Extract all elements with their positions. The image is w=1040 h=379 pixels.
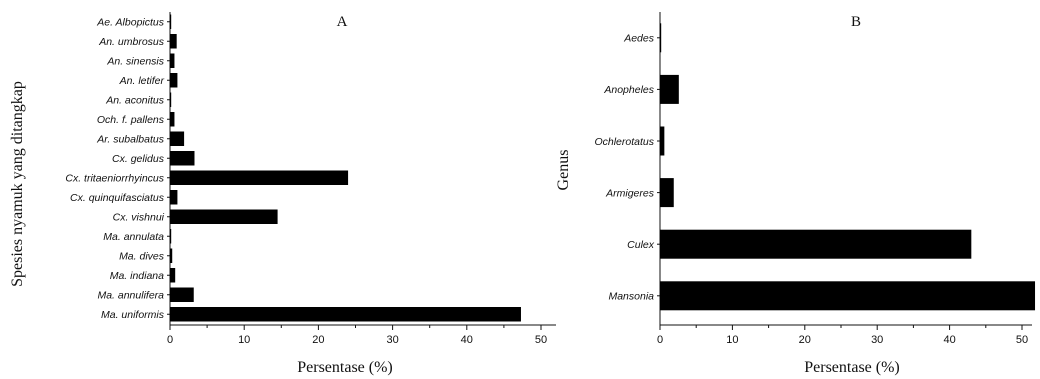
panel-b-category-label: Aedes (623, 33, 655, 45)
panel-b-title: B (851, 14, 861, 30)
panel-a-category-label: Cx. gelidus (112, 153, 165, 165)
panel-b-bar (660, 23, 662, 53)
panel-b-bar (660, 74, 679, 104)
panel-a-category-label: Ar. subalbatus (96, 134, 164, 146)
panel-b-x-tick-label: 40 (943, 334, 955, 346)
panel-a-category-label: Ae. Albopictus (96, 17, 164, 29)
panel-a-category-label: Cx. quinquifasciatus (70, 192, 165, 204)
panel-a-category-label: Ma. annulifera (97, 290, 164, 302)
panel-a-x-tick-label: 40 (461, 334, 473, 346)
panel-a-title: A (337, 14, 348, 30)
panel-a-x-tick-label: 50 (535, 334, 547, 346)
panel-a-x-tick-label: 0 (167, 334, 173, 346)
chart-panel-b: B Persentase (%) Genus Aedes Anopheles Och… (555, 12, 1036, 376)
panel-a-x-axis-title: Persentase (%) (297, 359, 393, 376)
panel-a-category-label: An. umbrosus (98, 36, 165, 48)
panel-a-x-tick-label: 10 (238, 334, 250, 346)
panel-a-category-label: Ma. uniformis (101, 309, 165, 321)
panel-a-bar (170, 248, 173, 263)
panel-a-bar (170, 170, 349, 185)
panel-a-bar (170, 73, 178, 88)
panel-b-category-label: Culex (627, 239, 655, 251)
panel-a-bar (170, 229, 172, 244)
panel-a-category-label: Cx. tritaeniorrhyincus (65, 173, 164, 185)
panel-b-bar (660, 178, 674, 208)
panel-b-category-label: Anopheles (603, 84, 654, 96)
panel-a-bar (170, 287, 194, 302)
chart-panel-a: A Persentase (%) Spesies nyamuk yang dit… (9, 12, 556, 376)
panel-b-category-label: Armigeres (605, 187, 655, 199)
panel-a-category-label: Cx. vishnui (113, 212, 165, 224)
panel-a-x-tick-label: 20 (312, 334, 324, 346)
panel-a-bar (170, 268, 176, 283)
panel-b-x-tick-label: 20 (799, 334, 811, 346)
panel-a-bar (170, 209, 278, 224)
panel-b-bar (660, 281, 1036, 311)
panel-b-category-label: Ochlerotatus (594, 136, 654, 148)
panel-b-y-axis-title: Genus (555, 150, 572, 191)
panel-a-y-axis-title: Spesies nyamuk yang ditangkap (9, 81, 26, 287)
panel-b-bar (660, 126, 665, 156)
panel-b-x-axis-title: Persentase (%) (804, 359, 900, 376)
panel-b-x-tick-label: 30 (871, 334, 883, 346)
panel-a-bar (170, 112, 175, 127)
panel-a-category-label: An. aconitus (105, 95, 165, 107)
panel-a-x-tick-label: 30 (386, 334, 398, 346)
panel-a-bar (170, 92, 172, 107)
panel-a-category-label: An. sinensis (106, 56, 164, 68)
panel-a-bar (170, 34, 177, 49)
panel-a-bar (170, 151, 195, 166)
panel-a-category-label: Ma. dives (119, 251, 165, 263)
panel-a-bar (170, 190, 178, 205)
panel-a-category-label: Och. f. pallens (97, 114, 165, 126)
panel-a-bar (170, 14, 172, 29)
panel-a-bar (170, 53, 175, 68)
panel-a-bar (170, 307, 521, 322)
panel-a-category-label: Ma. annulata (103, 231, 164, 243)
panel-a-category-label: Ma. indiana (110, 270, 164, 282)
panel-a-bar (170, 131, 185, 146)
panel-b-category-label: Mansonia (608, 291, 654, 303)
panel-a-category-label: An. letifer (119, 75, 165, 87)
panel-b-x-tick-label: 10 (726, 334, 738, 346)
panel-b-bar (660, 229, 972, 259)
panel-b-x-tick-label: 0 (657, 334, 663, 346)
panel-b-x-tick-label: 50 (1016, 334, 1028, 346)
